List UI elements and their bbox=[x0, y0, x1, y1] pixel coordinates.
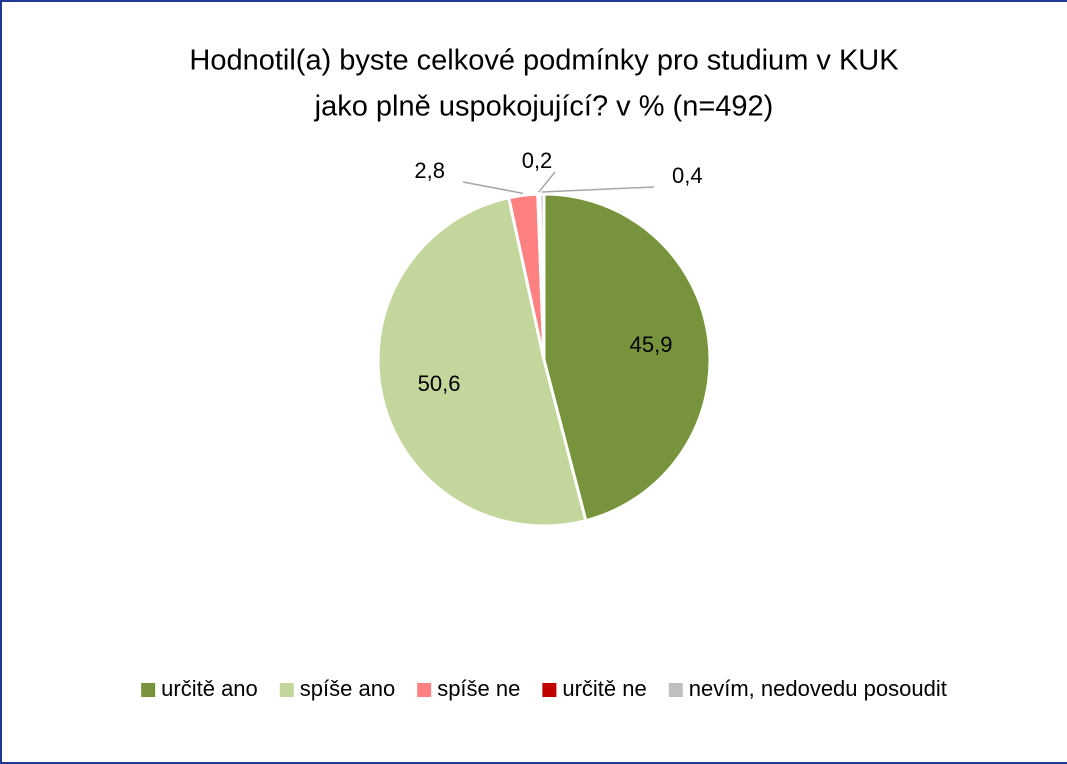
leader-line bbox=[538, 171, 556, 193]
legend-swatch bbox=[542, 683, 557, 697]
legend-swatch bbox=[279, 683, 294, 697]
legend-label: určitě ano bbox=[161, 676, 258, 701]
pie-slice bbox=[376, 195, 588, 528]
legend-swatch bbox=[141, 683, 156, 697]
chart-title: jako plně uspokojující? v % (n=492) bbox=[314, 91, 774, 123]
legend-label: nevím, nedovedu posoudit bbox=[689, 676, 947, 701]
legend-swatch bbox=[417, 683, 432, 697]
pie-slice bbox=[542, 192, 712, 523]
legend-label: určitě ne bbox=[562, 676, 646, 701]
legend-swatch bbox=[668, 683, 683, 697]
data-label: 45,9 bbox=[630, 332, 673, 357]
data-label: 0,4 bbox=[672, 163, 703, 188]
leader-line bbox=[462, 181, 524, 195]
data-label: 50,6 bbox=[418, 371, 461, 396]
legend-label: spíše ne bbox=[437, 676, 520, 701]
data-label: 0,2 bbox=[522, 148, 553, 173]
pie-slice bbox=[538, 192, 546, 361]
leader-line bbox=[541, 186, 655, 193]
legend-label: spíše ano bbox=[300, 676, 395, 701]
chart-title: Hodnotil(a) byste celkové podmínky pro s… bbox=[189, 45, 899, 77]
data-label: 2,8 bbox=[414, 158, 445, 183]
